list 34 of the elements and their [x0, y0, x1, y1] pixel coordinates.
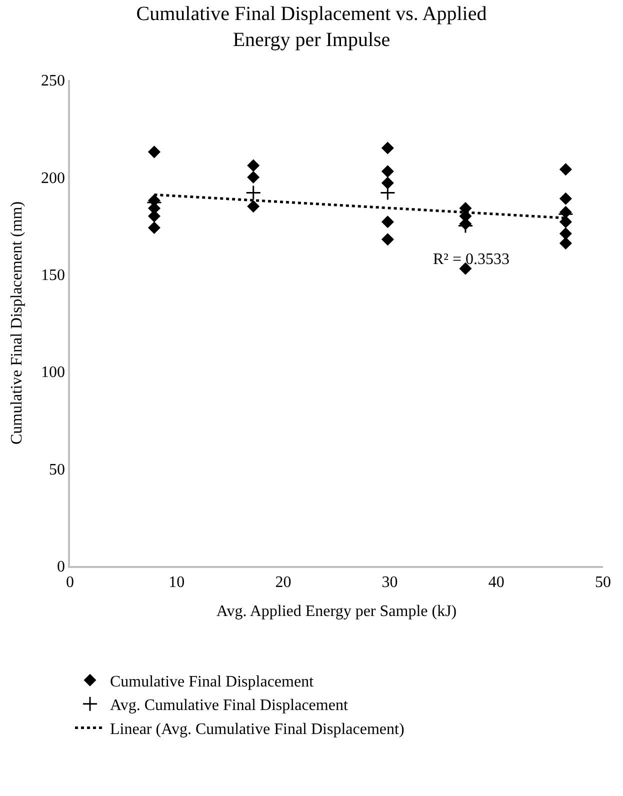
point	[382, 177, 394, 189]
point	[246, 185, 262, 200]
y-tick-label: 100	[41, 364, 66, 382]
point	[382, 233, 394, 246]
annotation: R² = 0.3533	[433, 251, 510, 268]
x-tick-label: 40	[488, 574, 504, 591]
y-tick-label: 250	[41, 72, 66, 90]
y-axis-title: Cumulative Final Displacement (mm)	[8, 201, 26, 445]
x-tick-label: 50	[595, 574, 611, 591]
x-tick-label: 20	[275, 574, 292, 591]
x-axis-title: Avg. Applied Energy per Sample (kJ)	[216, 603, 457, 620]
point	[148, 222, 160, 234]
point	[560, 228, 572, 240]
point	[247, 200, 260, 212]
point	[560, 237, 572, 250]
legend-label: Avg. Cumulative Final Displacement	[110, 697, 348, 714]
point	[247, 160, 260, 172]
x-tick-label: 10	[168, 574, 185, 591]
point	[560, 163, 572, 176]
legend-label: Cumulative Final Displacement	[110, 673, 314, 690]
y-tick-label: 0	[57, 558, 66, 576]
point	[247, 171, 260, 184]
point	[460, 262, 472, 275]
point	[560, 192, 572, 205]
point	[382, 142, 394, 154]
chart-title: Cumulative Final Displacement vs. Applied Energy per Impulse	[136, 2, 487, 51]
y-tick-label: 50	[49, 461, 66, 478]
y-tick-label: 200	[41, 170, 66, 187]
x-tick-label: 30	[382, 574, 398, 591]
point	[148, 146, 160, 158]
point	[382, 165, 394, 178]
legend-label: Linear (Avg. Cumulative Final Displacement)	[110, 720, 404, 738]
point	[382, 216, 394, 228]
y-tick-label: 150	[41, 267, 66, 284]
